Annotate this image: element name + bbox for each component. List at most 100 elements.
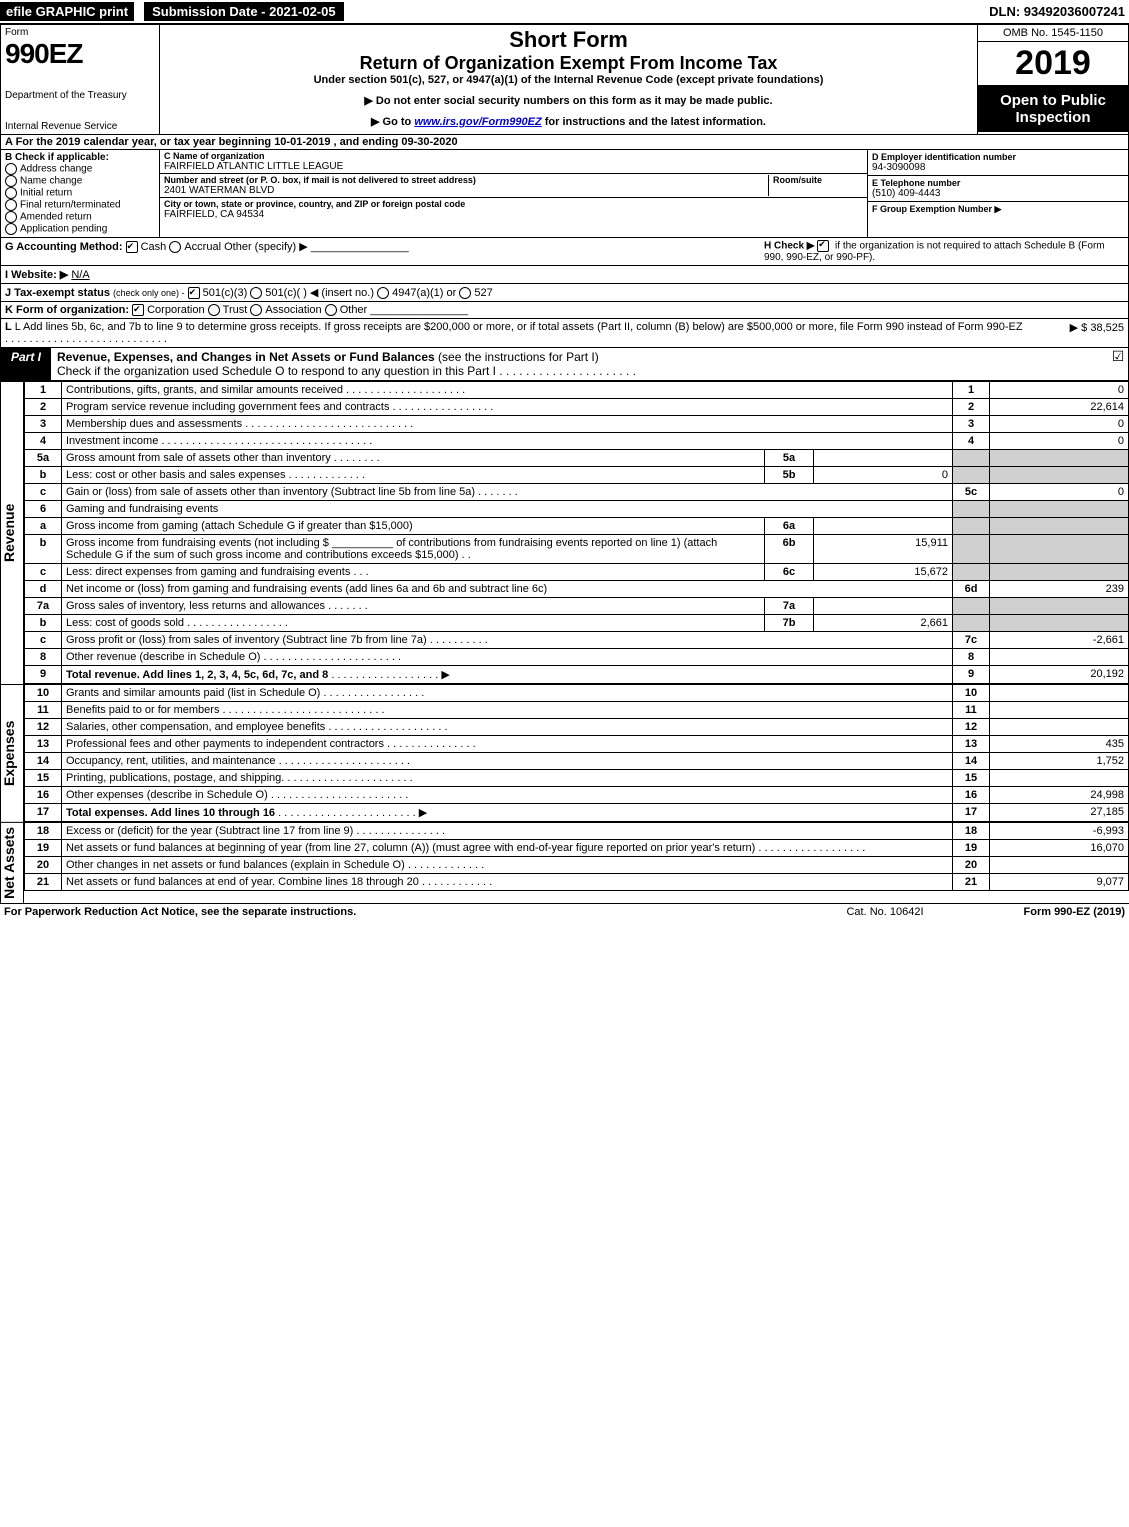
l7c-desc: Gross profit or (loss) from sales of inv… (62, 632, 953, 649)
l7b-no: b (25, 615, 62, 632)
row-l: L L Add lines 5b, 6c, and 7b to line 9 t… (0, 319, 1129, 348)
l6a-greyamt (990, 518, 1129, 535)
checkbox-corp[interactable] (132, 304, 144, 316)
l6c-sv: 15,672 (814, 564, 953, 581)
e-cell: E Telephone number (510) 409-4443 (868, 176, 1128, 202)
title-short-form: Short Form (166, 27, 971, 53)
l7c-no: c (25, 632, 62, 649)
l7b-sv: 2,661 (814, 615, 953, 632)
l15-amt (990, 770, 1129, 787)
checkbox-4947[interactable] (377, 287, 389, 299)
header-center: Short Form Return of Organization Exempt… (160, 25, 977, 134)
checkbox-initial[interactable] (5, 187, 17, 199)
l6c-desc: Less: direct expenses from gaming and fu… (62, 564, 765, 581)
l21-amt: 9,077 (990, 874, 1129, 891)
irs-link[interactable]: www.irs.gov/Form990EZ (414, 116, 541, 128)
l5a-desc: Gross amount from sale of assets other t… (62, 450, 765, 467)
checkbox-address[interactable] (5, 163, 17, 175)
l-text: L Add lines 5b, 6c, and 7b to line 9 to … (15, 321, 1023, 333)
b-item-pending: Application pending (5, 223, 155, 235)
checkbox-other[interactable] (325, 304, 337, 316)
expenses-section: Expenses 10Grants and similar amounts pa… (0, 684, 1129, 822)
dln-label: DLN: 93492036007241 (989, 4, 1129, 19)
form-header: Form 990EZ Department of the Treasury In… (0, 24, 1129, 135)
l7b-grey (953, 615, 990, 632)
note2-pre: ▶ Go to (371, 116, 414, 128)
efile-label: efile GRAPHIC print (0, 2, 134, 21)
l20-amt (990, 857, 1129, 874)
l9-box: 9 (953, 666, 990, 684)
g-accrual: Accrual (184, 241, 221, 253)
l7b-desc: Less: cost of goods sold . . . . . . . .… (62, 615, 765, 632)
c-label: C Name of organization (164, 151, 863, 161)
l15-box: 15 (953, 770, 990, 787)
l17-no: 17 (25, 804, 62, 822)
checkbox-h[interactable] (817, 240, 829, 252)
l6b-desc: Gross income from fundraising events (no… (62, 535, 765, 564)
checkbox-name[interactable] (5, 175, 17, 187)
b-item-initial: Initial return (5, 187, 155, 199)
j-501c: 501(c)( ) ◀ (insert no.) (265, 287, 374, 299)
l6c-grey (953, 564, 990, 581)
part1-check-line: Check if the organization used Schedule … (57, 364, 496, 378)
part1-title-text: Revenue, Expenses, and Changes in Net As… (57, 350, 435, 364)
f-label: F Group Exemption Number ▶ (872, 204, 1124, 215)
checkbox-final[interactable] (5, 199, 17, 211)
part1-title: Revenue, Expenses, and Changes in Net As… (51, 348, 1108, 380)
l5c-no: c (25, 484, 62, 501)
l10-amt (990, 685, 1129, 702)
k-corp: Corporation (147, 304, 204, 316)
checkbox-cash[interactable] (126, 241, 138, 253)
checkbox-accrual[interactable] (169, 241, 181, 253)
checkbox-pending[interactable] (5, 223, 17, 235)
checkbox-assoc[interactable] (250, 304, 262, 316)
l15-no: 15 (25, 770, 62, 787)
checkbox-501c[interactable] (250, 287, 262, 299)
section-b: B Check if applicable: Address change Na… (1, 150, 160, 237)
l6a-grey (953, 518, 990, 535)
l11-box: 11 (953, 702, 990, 719)
l7a-greyamt (990, 598, 1129, 615)
l5b-desc: Less: cost or other basis and sales expe… (62, 467, 765, 484)
netassets-section: Net Assets 18Excess or (deficit) for the… (0, 822, 1129, 903)
l6-no: 6 (25, 501, 62, 518)
l6b-greyamt (990, 535, 1129, 564)
l7a-grey (953, 598, 990, 615)
b-label-pending: Application pending (20, 224, 107, 235)
checkbox-527[interactable] (459, 287, 471, 299)
l1-amt: 0 (990, 382, 1129, 399)
dept-treasury: Department of the Treasury (5, 90, 155, 101)
checkbox-501c3[interactable] (188, 287, 200, 299)
part1-checkbox[interactable]: ☑ (1108, 348, 1128, 380)
l20-box: 20 (953, 857, 990, 874)
l11-amt (990, 702, 1129, 719)
l12-box: 12 (953, 719, 990, 736)
checkbox-amended[interactable] (5, 211, 17, 223)
l6d-desc: Net income or (loss) from gaming and fun… (62, 581, 953, 598)
city-val: FAIRFIELD, CA 94534 (164, 209, 465, 220)
l18-box: 18 (953, 823, 990, 840)
l1-desc: Contributions, gifts, grants, and simila… (62, 382, 953, 399)
l2-box: 2 (953, 399, 990, 416)
l2-amt: 22,614 (990, 399, 1129, 416)
note2-post: for instructions and the latest informat… (542, 116, 766, 128)
d-label: D Employer identification number (872, 152, 1124, 162)
l13-amt: 435 (990, 736, 1129, 753)
l3-box: 3 (953, 416, 990, 433)
l18-no: 18 (25, 823, 62, 840)
open-public: Open to Public Inspection (978, 86, 1128, 132)
addr-label: Number and street (or P. O. box, if mail… (164, 175, 768, 185)
f-cell: F Group Exemption Number ▶ (868, 202, 1128, 217)
l19-amt: 16,070 (990, 840, 1129, 857)
l19-no: 19 (25, 840, 62, 857)
l6d-box: 6d (953, 581, 990, 598)
checkbox-trust[interactable] (208, 304, 220, 316)
l5b-sv: 0 (814, 467, 953, 484)
l17-amt: 27,185 (990, 804, 1129, 822)
k-label: K Form of organization: (5, 304, 129, 316)
l5c-desc: Gain or (loss) from sale of assets other… (62, 484, 953, 501)
l16-desc: Other expenses (describe in Schedule O) … (62, 787, 953, 804)
l19-desc: Net assets or fund balances at beginning… (62, 840, 953, 857)
l4-desc: Investment income . . . . . . . . . . . … (62, 433, 953, 450)
note-link: ▶ Go to www.irs.gov/Form990EZ for instru… (166, 115, 971, 128)
